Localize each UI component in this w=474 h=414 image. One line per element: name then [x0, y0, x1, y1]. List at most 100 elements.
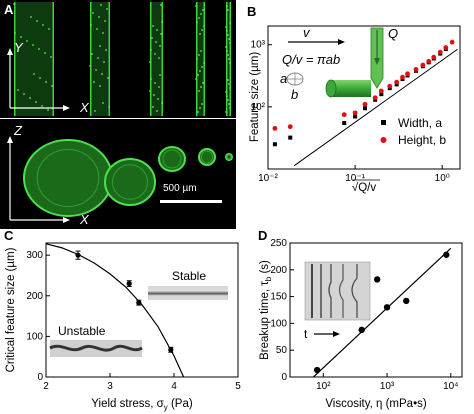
cylinder-end [325, 79, 337, 98]
fluorescent-particle [23, 93, 25, 95]
y-tick-label: 10² [251, 102, 266, 113]
unstable-label: Unstable [58, 324, 106, 338]
filament-cross-sections [23, 139, 233, 217]
fluorescent-particle [158, 57, 160, 59]
semi-axis-a-label: a [280, 71, 287, 86]
frame-5 [351, 264, 358, 318]
fluorescent-particle [227, 54, 229, 56]
filament-edge [161, 2, 163, 116]
fluorescent-particle [203, 62, 205, 64]
y-tick-label: 200 [270, 265, 287, 276]
width-marker [353, 114, 358, 119]
extruded-cylinder [331, 80, 371, 97]
flow-rate-label: Q [388, 26, 398, 41]
arrowhead-icon [338, 39, 345, 45]
y-tick-label: 100 [270, 318, 287, 329]
fluorescent-particle [198, 17, 200, 19]
fluorescent-particle [13, 3, 15, 5]
fluorescent-particle [227, 99, 229, 101]
fluorescent-particle [161, 102, 163, 104]
axis-y-letter: Y [14, 40, 24, 55]
fluorescent-particle [91, 53, 93, 55]
panel-d: D 10² 10³ 10⁴ 0 50 100 150 200 250 Breakup time,… [258, 228, 463, 410]
fluorescent-particle [100, 4, 102, 6]
fluorescent-particle [199, 107, 201, 109]
cross-section-texture [226, 154, 232, 160]
x-tick-label: 10⁻² [258, 173, 278, 184]
height-marker [413, 67, 419, 72]
fluorescent-particle [161, 21, 163, 23]
data-point [75, 252, 81, 258]
fluorescent-particle [225, 91, 227, 93]
cross-section-texture [200, 150, 214, 164]
reference-line [293, 48, 458, 167]
fluorescent-particle [97, 57, 99, 59]
fluorescent-particle [201, 29, 203, 31]
arrowhead-icon [374, 58, 380, 65]
fluorescent-particle [105, 49, 107, 51]
fluorescent-particle [38, 48, 40, 50]
panel-b-label: B [247, 4, 256, 19]
fluorescent-particle [107, 77, 109, 79]
fluorescent-particle [156, 29, 158, 31]
fluorescent-particle [152, 106, 154, 108]
fluorescent-particle [160, 4, 162, 6]
fluorescent-particle [203, 25, 205, 27]
fluorescent-particle [99, 45, 101, 47]
fluorescent-particle [104, 20, 106, 22]
axis-z-letter: Z [13, 123, 23, 138]
fluorescent-particle [50, 56, 52, 58]
fluorescent-particle [229, 107, 231, 109]
y-tick-label: 250 [270, 238, 287, 249]
fluorescent-particle [94, 110, 96, 112]
frame-3 [328, 264, 332, 318]
svg-text:√Q/v: √Q/v [352, 181, 376, 194]
fluorescent-particle [160, 33, 162, 35]
fluorescent-particle [229, 42, 231, 44]
filament-stripe [196, 2, 205, 116]
fluorescent-particle [200, 13, 202, 15]
legend-label-height: Height, b [398, 133, 446, 147]
fluorescent-particle [102, 32, 104, 34]
legend-marker-width [381, 120, 386, 125]
fluorescent-particle [225, 26, 227, 28]
fluorescent-particle [229, 22, 231, 24]
z-arrowhead-icon [7, 136, 13, 143]
cross-section-texture [36, 149, 100, 207]
fluorescent-particle [226, 95, 228, 97]
y-tick-label: 150 [270, 292, 287, 303]
fluorescent-particle [155, 41, 157, 43]
x-tick-label: 4 [171, 381, 177, 392]
arrowhead-icon [333, 331, 340, 337]
filament-edge [150, 2, 152, 116]
panel-c-label: C [4, 228, 14, 243]
fluorescent-particle [202, 9, 204, 11]
data-point [383, 304, 391, 311]
filament-edge [14, 2, 16, 116]
velocity-label: v [303, 25, 311, 40]
axis-x-letter-bottom: X [79, 212, 90, 227]
fluorescent-particle [225, 46, 227, 48]
data-point [126, 281, 132, 287]
fluorescent-particle [106, 8, 108, 10]
cross-section-texture [112, 164, 148, 200]
fit-line [313, 247, 452, 377]
filament-edge [90, 2, 92, 116]
y-tick-label: 0 [281, 372, 287, 383]
x-axis-label: Yield stress, σy (Pa) [91, 398, 193, 412]
fluorescent-particle [150, 49, 152, 51]
height-marker [443, 45, 449, 50]
x-tick-label: 10⁴ [443, 381, 458, 392]
fluorescent-particle [195, 5, 197, 7]
width-marker [342, 120, 347, 125]
x-axis-label: √Q/v [352, 179, 380, 194]
x-arrowhead-icon [63, 105, 70, 111]
fluorescent-particle [151, 37, 153, 39]
data-point [373, 276, 381, 283]
panel-c: C 2 3 4 5 0 100 200 300 Critical feature size (… [4, 228, 241, 412]
fluorescent-particle [229, 87, 231, 89]
fluorescent-particle [20, 36, 22, 38]
fluorescent-particle [101, 73, 103, 75]
x-tick-label: 3 [107, 381, 113, 392]
